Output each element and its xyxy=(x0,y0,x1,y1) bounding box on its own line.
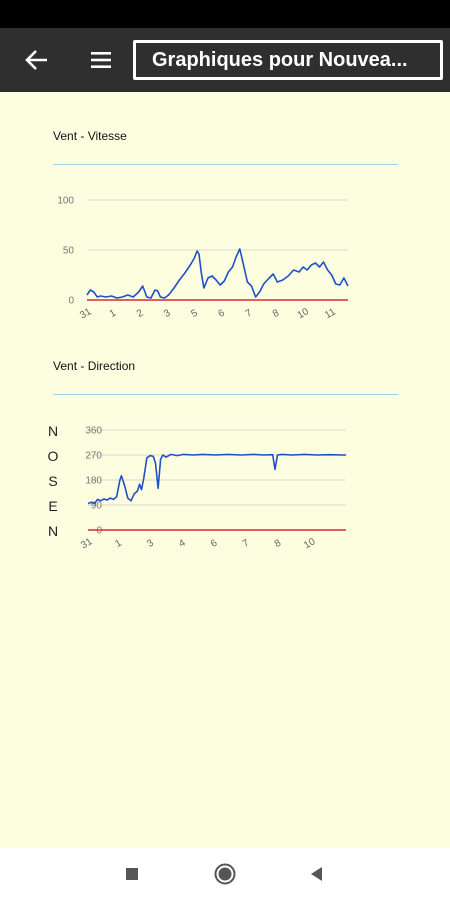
app-bar: Graphiques pour Nouvea... xyxy=(0,28,450,92)
x-tick-label: 11 xyxy=(323,306,338,321)
divider-speed xyxy=(53,164,398,165)
charts-content: Vent - Vitesse 0 50 100 31 1 2 3 5 6 7 8 10 11 Vent … xyxy=(0,92,450,848)
y-tick-label: 360 xyxy=(85,426,102,437)
x-tick-label: 2 xyxy=(135,307,146,320)
triangle-back-icon xyxy=(311,867,322,881)
compass-label: N xyxy=(48,423,58,439)
x-tick-label: 31 xyxy=(79,536,95,551)
status-bar xyxy=(0,0,450,28)
x-tick-label: 8 xyxy=(271,307,282,320)
x-tick-label: 6 xyxy=(209,537,220,550)
x-tick-label: 31 xyxy=(78,306,94,321)
x-tick-label: 3 xyxy=(145,537,156,550)
x-tick-label: 7 xyxy=(241,537,252,550)
page-title-button[interactable]: Graphiques pour Nouvea... xyxy=(133,40,443,80)
x-tick-label: 1 xyxy=(108,307,119,320)
compass-label: E xyxy=(48,498,57,514)
series-line xyxy=(86,248,349,299)
chart-title-direction: Vent - Direction xyxy=(53,359,136,373)
chart-title-speed: Vent - Vitesse xyxy=(53,129,127,143)
x-tick-label: 6 xyxy=(217,307,228,320)
y-tick-label: 180 xyxy=(85,476,102,487)
arrow-left-icon xyxy=(25,50,47,70)
menu-button[interactable] xyxy=(84,44,118,76)
y-tick-label: 100 xyxy=(57,196,74,207)
back-nav-button[interactable] xyxy=(302,860,332,888)
compass-label: S xyxy=(48,473,57,489)
divider-direction xyxy=(53,394,398,395)
x-tick-label: 5 xyxy=(189,307,200,320)
y-tick-label: 90 xyxy=(91,501,103,512)
circle-icon xyxy=(214,863,236,885)
home-button[interactable] xyxy=(210,860,240,888)
x-tick-label: 10 xyxy=(302,536,318,551)
back-button[interactable] xyxy=(20,44,54,76)
recents-button[interactable] xyxy=(117,860,147,888)
square-icon xyxy=(126,868,138,880)
x-tick-label: 8 xyxy=(273,537,284,550)
y-tick-label: 50 xyxy=(63,246,75,257)
y-tick-label: 0 xyxy=(96,526,102,537)
hamburger-menu-icon xyxy=(91,52,111,68)
x-tick-label: 4 xyxy=(177,537,188,550)
x-tick-label: 1 xyxy=(113,537,124,550)
y-tick-label: 0 xyxy=(68,296,74,307)
x-tick-label: 7 xyxy=(244,307,255,320)
wind-speed-chart: 0 50 100 31 1 2 3 5 6 7 8 10 11 xyxy=(57,196,349,321)
x-tick-label: 10 xyxy=(296,306,312,321)
compass-label: N xyxy=(48,523,58,539)
series-line xyxy=(87,453,346,505)
x-tick-label: 3 xyxy=(162,307,173,320)
page-title: Graphiques pour Nouvea... xyxy=(152,49,408,71)
compass-label: O xyxy=(48,448,59,464)
system-nav-bar xyxy=(0,848,450,900)
y-tick-label: 270 xyxy=(85,451,102,462)
